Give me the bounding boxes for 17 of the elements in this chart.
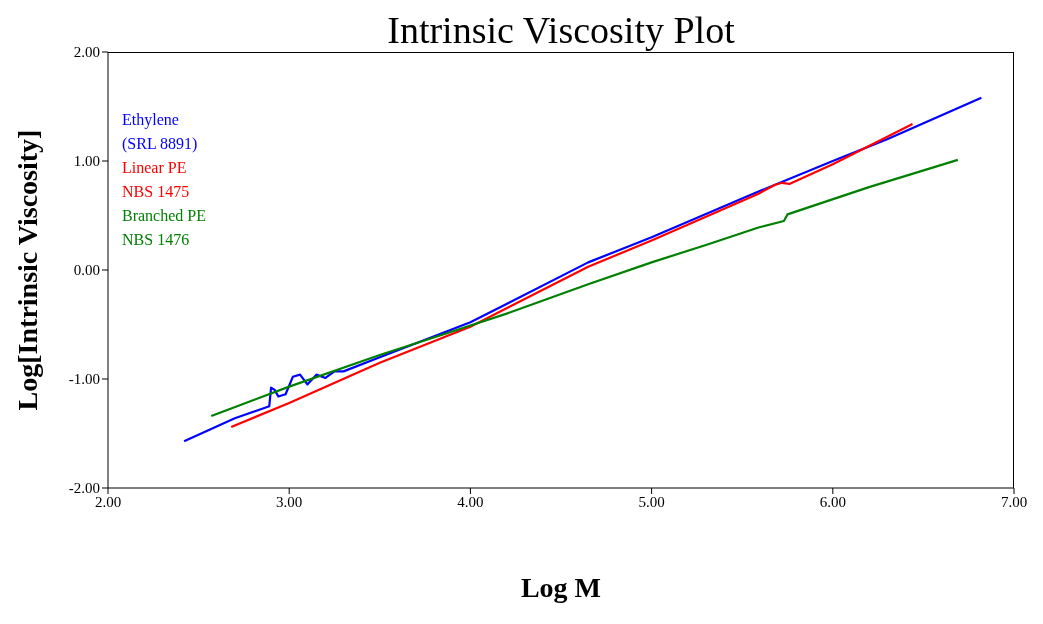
line-series (210, 158, 959, 418)
text: Linear PE NBS 1475 (122, 158, 191, 202)
y-axis-title: Log[Intrinsic Viscosity] (12, 129, 44, 411)
x-tick-label: 5.00 (638, 493, 665, 510)
x-tick-label: 7.00 (1000, 493, 1028, 510)
y-tick-label: 0.00 (73, 262, 100, 279)
y-tick-label: 1.00 (73, 153, 100, 170)
line-series (230, 122, 914, 429)
x-tick-label: 3.00 (276, 493, 303, 510)
x-axis-title: Log M (519, 572, 603, 604)
text: Branched PE NBS 1476 (122, 206, 206, 250)
text: Ethylene (SRL 8891) (122, 110, 199, 155)
y-tick-label: 2.00 (73, 44, 100, 61)
chart-title: Intrinsic Viscosity Plot (386, 8, 736, 52)
y-tick-label: -1.00 (68, 371, 100, 388)
x-tick-label: 6.00 (819, 493, 846, 510)
x-tick-label: 4.00 (457, 493, 484, 510)
